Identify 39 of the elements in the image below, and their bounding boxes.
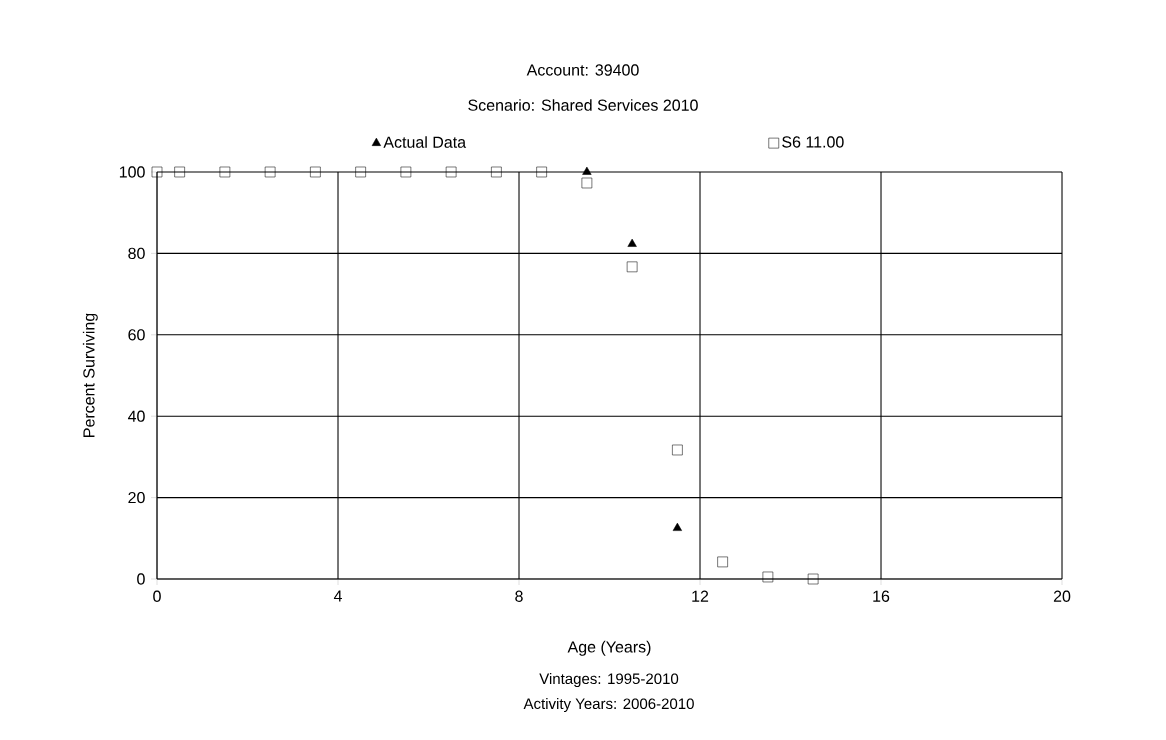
x-tick-label: 0	[153, 590, 161, 602]
y-tick-label: 20	[128, 491, 145, 504]
point	[672, 444, 683, 456]
point	[582, 166, 592, 175]
chart-title: Account: 39400	[526, 64, 639, 76]
chart-subtitle: Scenario: Shared Services 2010	[468, 99, 698, 111]
point	[807, 573, 819, 585]
point	[355, 166, 366, 178]
point	[400, 166, 412, 178]
point	[264, 166, 276, 178]
y-tick-label: 0	[137, 573, 145, 585]
y-tick-label: 60	[128, 329, 145, 341]
text: Activity Years: 2006-2010	[523, 698, 694, 712]
point	[310, 166, 321, 178]
text: Vintages: 1995-2010	[539, 673, 679, 687]
legend-label: Actual Data	[383, 136, 467, 148]
point	[536, 166, 547, 178]
point	[717, 556, 728, 568]
x-tick-label: 20	[1053, 590, 1071, 602]
x-tick-label: 4	[333, 590, 342, 602]
point	[445, 166, 457, 178]
point	[219, 166, 231, 178]
y-axis-title: Percent Surviving	[82, 313, 98, 437]
y-tick-label: 40	[127, 410, 145, 422]
x-tick-label: 12	[692, 590, 709, 602]
point	[491, 166, 502, 178]
point	[151, 166, 163, 178]
y-tick-label: 80	[128, 247, 145, 260]
legend-label: S6 11.00	[782, 136, 844, 148]
y-tick-label: 100	[119, 166, 145, 178]
point	[672, 522, 682, 531]
x-axis-title: Age (Years)	[567, 640, 651, 656]
point	[627, 238, 637, 247]
point	[762, 571, 774, 583]
point	[174, 166, 185, 178]
x-tick-label: 16	[873, 590, 890, 602]
point	[581, 177, 593, 189]
x-tick-label: 8	[515, 590, 523, 602]
point	[626, 261, 638, 273]
